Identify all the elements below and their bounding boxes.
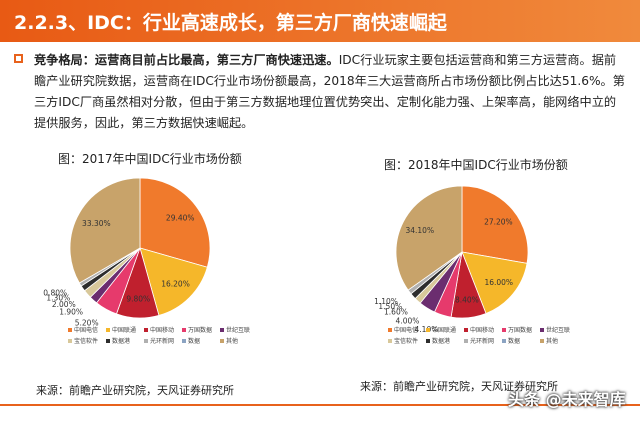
paragraph-text: IDC行业玩家主要包括运营商和第三方运营商。据前瞻产业研究院数据，运营商在IDC… xyxy=(34,53,625,130)
body-paragraph: 竞争格局：运营商目前占比最高，第三方厂商快速迅速。IDC行业玩家主要包括运营商和… xyxy=(34,50,626,134)
paragraph-bold: 竞争格局：运营商目前占比最高，第三方厂商快速迅速。 xyxy=(34,53,339,67)
pie-slice-0 xyxy=(461,185,529,264)
legend-label-1: 中国联通 xyxy=(112,326,136,334)
pie-chart-2018: 27.20%16.00%8.40%4.10%4.00%1.60%1.50%1.1… xyxy=(374,185,570,345)
legend-label-7: 光环新网 xyxy=(150,337,174,345)
slice-label-9: 34.10% xyxy=(405,226,434,235)
legend-label-0: 中国电信 xyxy=(394,326,418,334)
slice-label-2: 9.80% xyxy=(126,294,150,303)
legend-label-8: 数据 xyxy=(188,337,200,345)
slice-label-9: 33.30% xyxy=(82,219,111,228)
page-title: 2.2.3、IDC：行业高速成长，第三方厂商快速崛起 xyxy=(14,12,447,34)
legend-label-3: 万国数据 xyxy=(508,326,532,334)
legend-label-2: 中国移动 xyxy=(150,326,174,334)
slice-label-7: 0.80% xyxy=(43,289,67,298)
legend-label-0: 中国电信 xyxy=(74,326,98,334)
legend-label-8: 数据 xyxy=(508,337,520,345)
legend-label-4: 世纪互联 xyxy=(226,326,250,334)
legend-swatch-4 xyxy=(540,328,544,332)
legend-swatch-8 xyxy=(502,339,506,343)
slice-label-0: 27.20% xyxy=(484,217,513,226)
chart-title-2017: 图：2017年中国IDC行业市场份额 xyxy=(58,152,242,166)
legend-swatch-7 xyxy=(464,339,468,343)
slice-label-6: 1.50% xyxy=(378,302,402,311)
legend-swatch-6 xyxy=(106,339,110,343)
legend-label-9: 其他 xyxy=(546,337,558,345)
legend-label-1: 中国联通 xyxy=(432,326,456,334)
pie-slice-1 xyxy=(461,251,528,315)
legend-swatch-9 xyxy=(220,339,224,343)
legend-label-4: 世纪互联 xyxy=(546,326,570,334)
legend-swatch-2 xyxy=(144,328,148,332)
legend-label-7: 光环新网 xyxy=(470,337,494,345)
legend-swatch-6 xyxy=(426,339,430,343)
slice-label-1: 16.00% xyxy=(484,278,513,287)
slice-label-6: 1.30% xyxy=(46,293,70,302)
legend-swatch-5 xyxy=(388,339,392,343)
chart-title-2018: 图：2018年中国IDC行业市场份额 xyxy=(384,158,568,172)
legend-swatch-3 xyxy=(182,328,186,332)
bullet-square-icon xyxy=(14,54,23,63)
legend-swatch-2 xyxy=(464,328,468,332)
slice-label-2: 8.40% xyxy=(455,295,479,304)
slice-label-3: 5.20% xyxy=(75,319,99,328)
legend-label-2: 中国移动 xyxy=(470,326,494,334)
legend-swatch-0 xyxy=(68,328,72,332)
pie-slice-0 xyxy=(139,177,211,268)
source-right: 来源：前瞻产业研究院，天风证券研究所 xyxy=(360,380,558,393)
legend-swatch-5 xyxy=(68,339,72,343)
watermark: 头条 @未来智库 xyxy=(508,390,626,409)
legend-swatch-3 xyxy=(502,328,506,332)
pie-slice-1 xyxy=(139,247,208,316)
slice-label-5: 2.00% xyxy=(52,300,76,309)
legend-swatch-1 xyxy=(106,328,110,332)
slice-label-1: 16.20% xyxy=(161,280,190,289)
source-left: 来源：前瞻产业研究院，天风证券研究所 xyxy=(36,384,234,397)
legend-swatch-4 xyxy=(220,328,224,332)
legend-label-5: 宝信软件 xyxy=(394,337,418,345)
legend-swatch-0 xyxy=(388,328,392,332)
slice-label-7: 1.10% xyxy=(374,297,398,306)
legend-label-3: 万国数据 xyxy=(188,326,212,334)
legend-label-6: 数据港 xyxy=(432,337,450,345)
slice-label-4: 1.90% xyxy=(59,308,83,317)
pie-chart-2017: 29.40% 16.20% 9.80% 5.20% 1.90%2.00%1.30%0.8… xyxy=(43,177,250,345)
bottom-divider xyxy=(0,404,640,406)
legend-label-9: 其他 xyxy=(226,337,238,345)
legend-label-5: 宝信软件 xyxy=(74,337,98,345)
legend-swatch-8 xyxy=(182,339,186,343)
legend-label-6: 数据港 xyxy=(112,337,130,345)
legend-swatch-9 xyxy=(540,339,544,343)
title-bar: 2.2.3、IDC：行业高速成长，第三方厂商快速崛起 xyxy=(0,0,640,42)
pie-slice-9 xyxy=(69,177,141,284)
slice-label-4: 4.00% xyxy=(396,316,420,325)
legend-swatch-1 xyxy=(426,328,430,332)
legend-swatch-7 xyxy=(144,339,148,343)
slice-label-5: 1.60% xyxy=(384,308,408,317)
slice-label-0: 29.40% xyxy=(166,214,195,223)
pie-slice-9 xyxy=(395,185,463,291)
